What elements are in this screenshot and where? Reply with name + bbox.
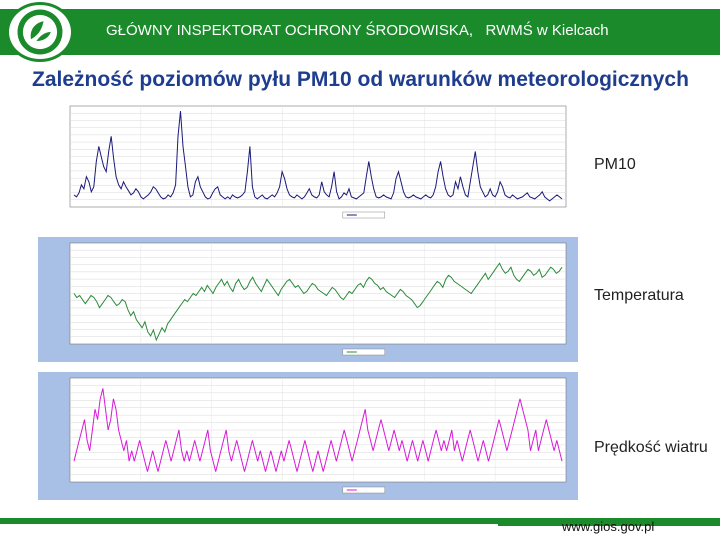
footer-bar [0, 518, 720, 524]
temperature-label: Temperatura [594, 287, 684, 304]
legend-box [342, 348, 386, 356]
temperature-chart-panel [38, 237, 578, 362]
gios-logo [6, 2, 74, 62]
leaf-emblem-icon [17, 9, 63, 55]
pm10-label: PM10 [594, 156, 636, 173]
footer-url[interactable]: www.gios.gov.pl [562, 519, 655, 534]
series-line [73, 388, 563, 472]
wind-speed-label: Prędkość wiatru [594, 439, 708, 456]
series-line [73, 262, 563, 342]
pm10-chart-panel [38, 100, 578, 225]
pm10-chart [38, 100, 578, 225]
slide-title: Zależność poziomów pyłu PM10 od warunków… [32, 68, 689, 91]
footer-accent-line [498, 524, 720, 526]
wind-speed-chart [38, 372, 578, 500]
header-title: GŁÓWNY INSPEKTORAT OCHRONY ŚRODOWISKA, R… [106, 22, 609, 39]
wind-speed-chart-panel [38, 372, 578, 500]
header-bar [0, 9, 720, 55]
legend-box [342, 211, 386, 219]
series-line [73, 111, 563, 202]
temperature-chart [38, 237, 578, 362]
legend-box [342, 486, 386, 494]
